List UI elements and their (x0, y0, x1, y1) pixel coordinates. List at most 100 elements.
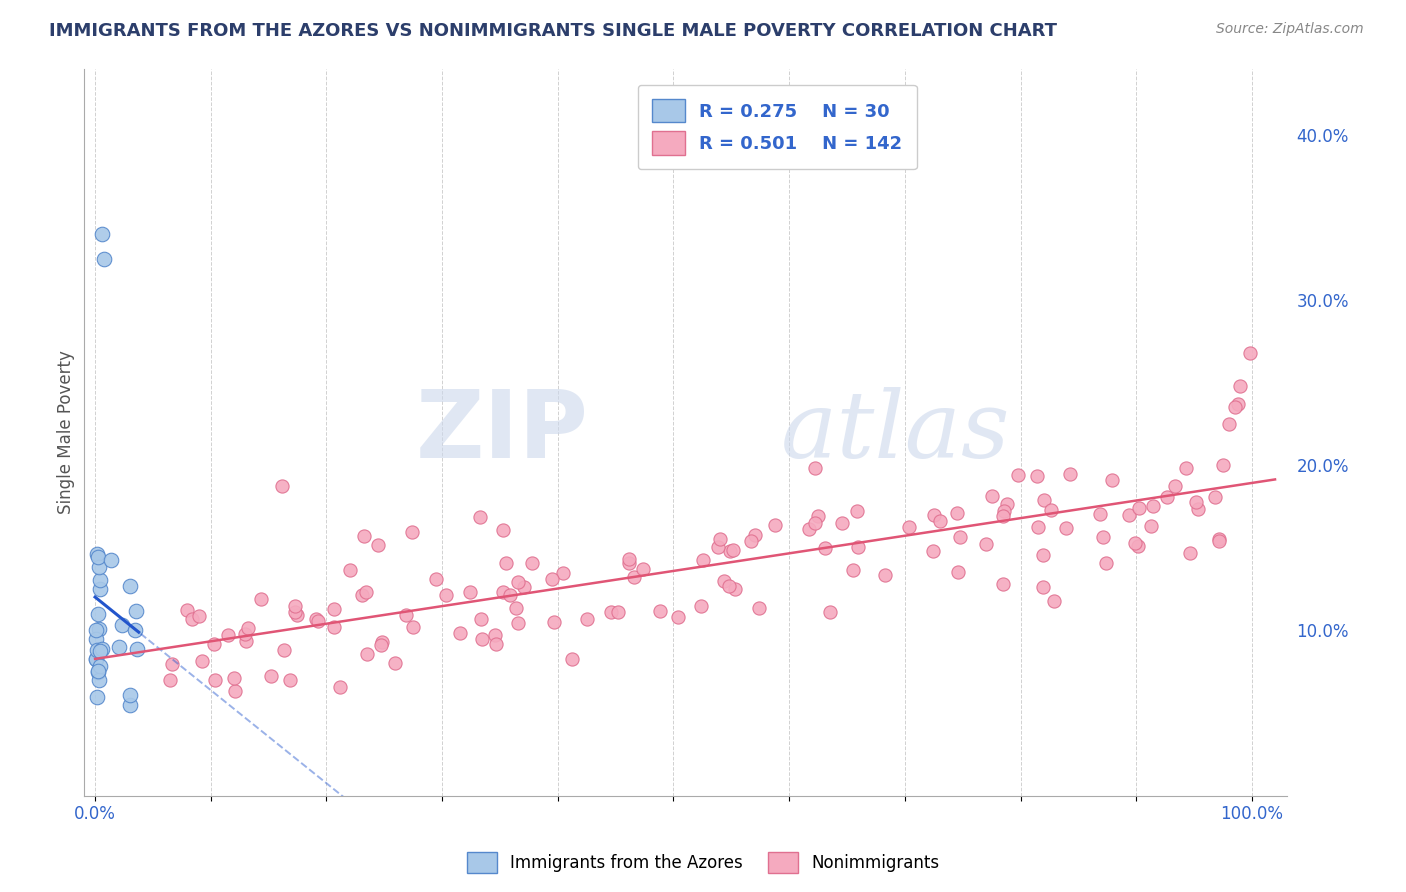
Point (924, 508, 946, 522)
Point (744, 528, 766, 542)
Point (873, 567, 896, 582)
Point (1118, 508, 1140, 523)
Point (283, 605, 305, 619)
Point (721, 542, 744, 557)
Point (187, 609, 209, 624)
Point (1212, 458, 1234, 473)
Point (323, 619, 346, 633)
Point (367, 538, 389, 552)
Point (763, 517, 786, 532)
Point (89, 582, 111, 596)
Point (492, 523, 515, 537)
Point (370, 635, 392, 649)
Point (285, 608, 308, 623)
Point (897, 520, 920, 534)
Point (506, 574, 529, 589)
Point (631, 562, 654, 576)
Point (108, 640, 131, 654)
Point (1226, 397, 1249, 411)
Point (541, 572, 564, 586)
Point (118, 698, 141, 712)
Point (991, 509, 1014, 524)
Point (551, 566, 574, 580)
Point (468, 509, 491, 524)
Point (1178, 546, 1201, 560)
Point (508, 616, 530, 631)
Point (86, 690, 108, 704)
Point (1229, 379, 1251, 393)
Point (1175, 461, 1198, 475)
Point (323, 601, 346, 615)
Point (1126, 539, 1149, 553)
Point (842, 563, 865, 577)
Point (1239, 346, 1261, 360)
Legend: Immigrants from the Azores, Nonimmigrants: Immigrants from the Azores, Nonimmigrant… (460, 846, 946, 880)
Point (717, 579, 740, 593)
Point (804, 461, 827, 475)
Point (100, 553, 122, 567)
Point (980, 489, 1002, 503)
Point (485, 637, 508, 651)
Point (499, 588, 522, 602)
Point (91, 227, 114, 241)
Point (305, 612, 328, 626)
Point (86, 643, 108, 657)
Point (1187, 502, 1209, 516)
Point (111, 617, 134, 632)
Point (1218, 417, 1240, 431)
Point (1123, 535, 1146, 549)
Text: ZIP: ZIP (416, 386, 589, 478)
Point (974, 537, 997, 551)
Point (492, 584, 515, 599)
Point (217, 627, 239, 641)
Point (1032, 492, 1054, 507)
Point (818, 605, 841, 619)
Point (284, 599, 307, 614)
Point (471, 632, 494, 647)
Point (543, 615, 565, 629)
Point (233, 626, 256, 640)
Point (84, 632, 107, 646)
Point (222, 671, 245, 685)
Point (87, 560, 110, 574)
Point (329, 680, 352, 694)
Point (270, 479, 292, 493)
Point (706, 540, 728, 554)
Point (87, 664, 110, 678)
Point (1040, 503, 1063, 517)
Point (623, 570, 645, 584)
Point (93, 252, 115, 266)
Point (748, 601, 770, 615)
Point (224, 683, 246, 698)
Text: atlas: atlas (782, 387, 1011, 477)
Point (339, 563, 361, 577)
Point (666, 610, 689, 624)
Point (86, 547, 108, 561)
Point (1223, 401, 1246, 415)
Point (273, 642, 295, 657)
Point (576, 612, 599, 626)
Point (458, 585, 481, 599)
Point (87, 623, 110, 637)
Point (993, 503, 1015, 517)
Point (831, 516, 853, 530)
Point (607, 605, 630, 619)
Point (260, 669, 283, 683)
Point (846, 540, 869, 554)
Point (1025, 469, 1047, 483)
Y-axis label: Single Male Poverty: Single Male Poverty (58, 351, 75, 514)
Point (91, 642, 114, 657)
Point (814, 541, 837, 556)
Point (946, 565, 969, 579)
Point (709, 532, 731, 546)
Point (619, 556, 641, 570)
Point (434, 588, 457, 602)
Point (1140, 519, 1163, 533)
Point (1032, 580, 1054, 594)
Point (995, 497, 1018, 511)
Point (202, 637, 225, 651)
Point (797, 522, 820, 536)
Point (803, 516, 825, 530)
Point (307, 614, 329, 628)
Point (690, 599, 713, 614)
